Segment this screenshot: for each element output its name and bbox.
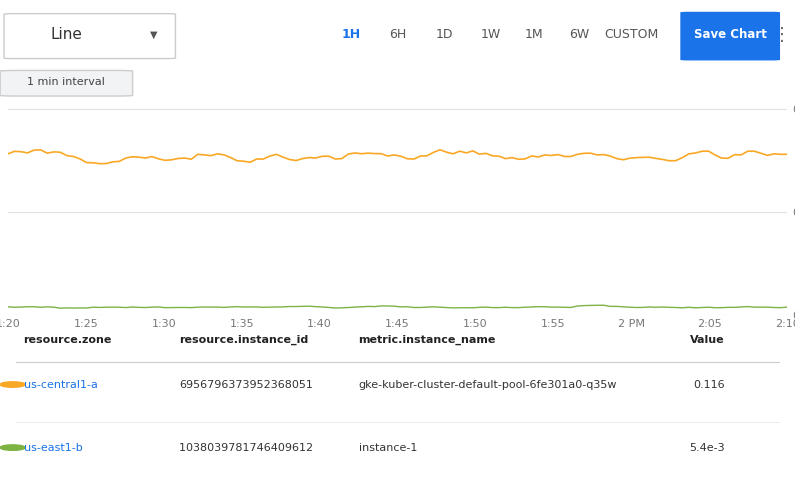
Text: Line: Line	[51, 27, 83, 42]
Text: metric.instance_name: metric.instance_name	[359, 335, 496, 345]
Text: ▼: ▼	[149, 30, 157, 40]
FancyBboxPatch shape	[0, 71, 133, 96]
Text: 6W: 6W	[569, 28, 589, 41]
FancyBboxPatch shape	[4, 14, 176, 59]
Text: Save Chart: Save Chart	[694, 28, 766, 41]
Text: 1M: 1M	[525, 28, 543, 41]
Text: 6H: 6H	[389, 28, 406, 41]
Text: resource.instance_id: resource.instance_id	[180, 335, 308, 345]
Text: instance-1: instance-1	[359, 442, 417, 453]
Text: us-central1-a: us-central1-a	[24, 380, 98, 390]
Text: resource.zone: resource.zone	[24, 335, 112, 345]
Text: 1 min interval: 1 min interval	[28, 77, 105, 87]
Circle shape	[0, 445, 25, 450]
Text: 6956796373952368051: 6956796373952368051	[180, 380, 313, 390]
Text: 1D: 1D	[436, 28, 453, 41]
Text: ⋮: ⋮	[773, 26, 790, 44]
FancyBboxPatch shape	[681, 12, 780, 60]
Text: gke-kuber-cluster-default-pool-6fe301a0-q35w: gke-kuber-cluster-default-pool-6fe301a0-…	[359, 380, 617, 390]
Text: 1W: 1W	[481, 28, 501, 41]
Circle shape	[0, 382, 25, 387]
Text: 5.4e-3: 5.4e-3	[689, 442, 725, 453]
Text: Value: Value	[690, 335, 725, 345]
Text: us-east1-b: us-east1-b	[24, 442, 82, 453]
Text: 103803978174640961​2: 103803978174640961​2	[180, 442, 313, 453]
Text: CUSTOM: CUSTOM	[604, 28, 658, 41]
Text: 1H: 1H	[341, 28, 360, 41]
Text: 0.116: 0.116	[693, 380, 725, 390]
